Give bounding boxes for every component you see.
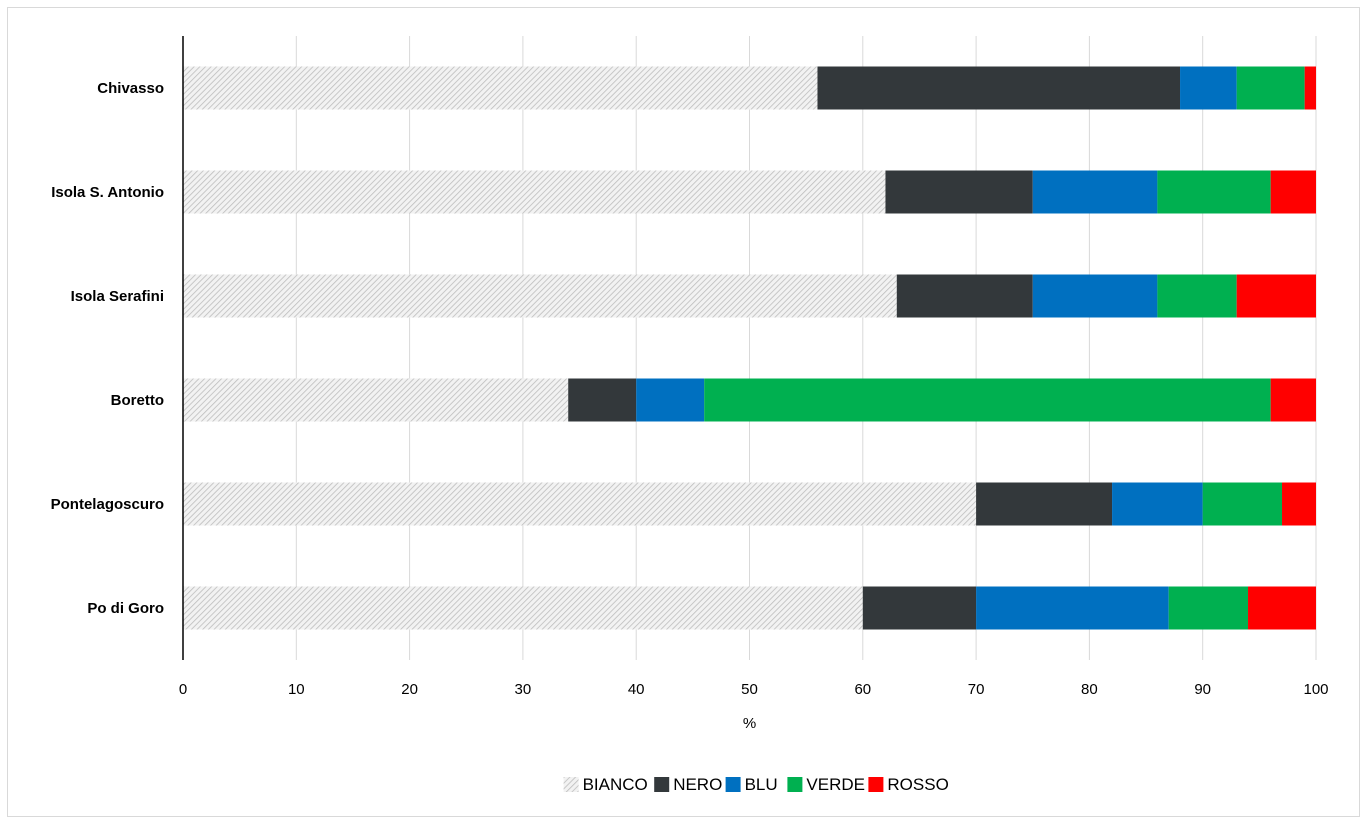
tick-label-90: 90 xyxy=(1194,681,1211,698)
legend-label-blu: BLU xyxy=(745,775,778,794)
bar-boretto-nero xyxy=(568,378,637,422)
tick-label-80: 80 xyxy=(1081,681,1098,698)
bar-boretto-bianco xyxy=(183,378,569,422)
bar-po-di-goro-bianco xyxy=(183,586,863,630)
bar-chivasso-verde xyxy=(1236,66,1305,110)
category-label-boretto: Boretto xyxy=(111,392,164,409)
tick-label-70: 70 xyxy=(968,681,985,698)
legend-swatch-blu xyxy=(725,777,741,792)
bar-po-di-goro-blu xyxy=(976,586,1169,630)
bar-pontelagoscuro-bianco xyxy=(183,482,977,526)
bar-isola-s-antonio-bianco xyxy=(183,170,886,214)
legend-label-nero: NERO xyxy=(673,775,722,794)
bar-po-di-goro-verde xyxy=(1168,586,1249,630)
bars xyxy=(183,66,1316,630)
bar-pontelagoscuro-nero xyxy=(976,482,1113,526)
bar-isola-s-antonio-blu xyxy=(1032,170,1158,214)
legend-swatch-nero xyxy=(654,777,670,792)
bar-isola-s-antonio-nero xyxy=(885,170,1033,214)
legend-swatch-rosso xyxy=(868,777,884,792)
legend-label-bianco: BIANCO xyxy=(583,775,648,794)
category-label-isola-serafini: Isola Serafini xyxy=(71,288,164,305)
bar-pontelagoscuro-verde xyxy=(1202,482,1283,526)
bar-boretto-verde xyxy=(704,378,1271,422)
bar-boretto-rosso xyxy=(1270,378,1316,422)
tick-label-100: 100 xyxy=(1303,681,1328,698)
x-axis-title: % xyxy=(743,715,756,732)
category-label-isola-s-antonio: Isola S. Antonio xyxy=(51,184,164,201)
tick-label-50: 50 xyxy=(741,681,758,698)
tick-label-20: 20 xyxy=(401,681,418,698)
tick-label-40: 40 xyxy=(628,681,645,698)
bar-chivasso-rosso xyxy=(1304,66,1316,110)
bar-isola-s-antonio-rosso xyxy=(1270,170,1316,214)
category-labels: Chivasso Isola S. Antonio Isola Serafini Bo… xyxy=(51,80,164,617)
legend-swatch-bianco xyxy=(563,777,579,792)
bar-isola-serafini-blu xyxy=(1032,274,1158,318)
bar-pontelagoscuro-rosso xyxy=(1282,482,1316,526)
category-label-pontelagoscuro: Pontelagoscuro xyxy=(51,496,164,513)
category-label-chivasso: Chivasso xyxy=(97,80,164,97)
legend: BIANCO NERO BLU VERDE ROSSO xyxy=(563,775,949,794)
tick-label-0: 0 xyxy=(179,681,187,698)
bar-isola-serafini-bianco xyxy=(183,274,897,318)
legend-label-verde: VERDE xyxy=(806,775,865,794)
bar-pontelagoscuro-blu xyxy=(1112,482,1203,526)
tick-label-10: 10 xyxy=(288,681,305,698)
legend-label-rosso: ROSSO xyxy=(887,775,948,794)
bar-boretto-blu xyxy=(636,378,705,422)
category-label-po-di-goro: Po di Goro xyxy=(87,600,164,617)
bar-po-di-goro-nero xyxy=(862,586,977,630)
bar-isola-serafini-nero xyxy=(896,274,1033,318)
legend-swatch-verde xyxy=(787,777,803,792)
tick-label-60: 60 xyxy=(854,681,871,698)
bar-isola-serafini-verde xyxy=(1157,274,1237,318)
gridlines xyxy=(295,36,1317,660)
tick-labels: 0 10 20 30 40 50 60 70 80 90 100 xyxy=(179,681,1329,698)
tick-label-30: 30 xyxy=(515,681,532,698)
bar-isola-s-antonio-verde xyxy=(1157,170,1271,214)
bar-chivasso-blu xyxy=(1180,66,1237,110)
bar-chivasso-bianco xyxy=(183,66,818,110)
bar-chivasso-nero xyxy=(817,66,1181,110)
bar-po-di-goro-rosso xyxy=(1248,586,1316,630)
bar-isola-serafini-rosso xyxy=(1236,274,1316,318)
